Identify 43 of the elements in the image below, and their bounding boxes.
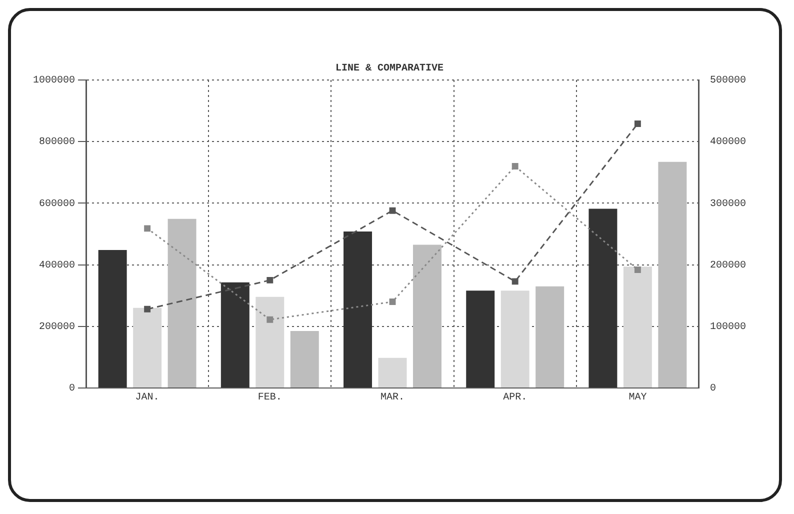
bar	[658, 162, 687, 388]
bar	[168, 218, 196, 388]
y2-tick-label: 300000	[710, 198, 746, 210]
y2-tick-label: 100000	[710, 322, 746, 334]
bar	[290, 331, 319, 388]
y-tick-label: 600000	[38, 198, 76, 210]
x-tick-label: APR.	[503, 392, 528, 404]
point	[144, 225, 151, 232]
bar	[98, 250, 127, 388]
point	[512, 163, 518, 170]
point	[389, 207, 396, 214]
bar	[256, 296, 284, 388]
bar	[133, 308, 162, 388]
bar	[220, 282, 250, 388]
bar	[500, 290, 530, 388]
y2-tick-label: 200000	[710, 260, 746, 272]
y-tick-label: 0	[68, 384, 76, 395]
bar	[536, 286, 564, 388]
x-tick-label: JAN.	[135, 392, 160, 404]
bar	[412, 244, 442, 388]
bar	[466, 290, 495, 388]
y-tick-label: 200000	[38, 322, 76, 334]
point	[512, 278, 518, 285]
x-tick-label: MAR.	[380, 392, 405, 404]
point	[266, 316, 274, 323]
bar	[378, 358, 407, 388]
bar	[623, 266, 652, 388]
point	[634, 266, 641, 273]
bar	[344, 232, 372, 388]
y-tick-label: 800000	[38, 137, 76, 148]
x-tick-label: FEB.	[258, 392, 282, 404]
y-tick-label: 1000000	[32, 76, 76, 87]
y2-tick-label: 500000	[710, 76, 746, 87]
y2-tick-label: 400000	[710, 137, 746, 148]
point	[634, 120, 641, 127]
bar	[588, 208, 618, 388]
x-tick-label: MAY	[628, 392, 647, 404]
point	[266, 276, 274, 284]
y-tick-label: 400000	[38, 260, 76, 272]
chart-title: LINE & COMPARATIVE	[335, 64, 444, 75]
y2-tick-label: 0	[710, 384, 716, 395]
point	[389, 298, 396, 305]
point	[144, 306, 151, 312]
